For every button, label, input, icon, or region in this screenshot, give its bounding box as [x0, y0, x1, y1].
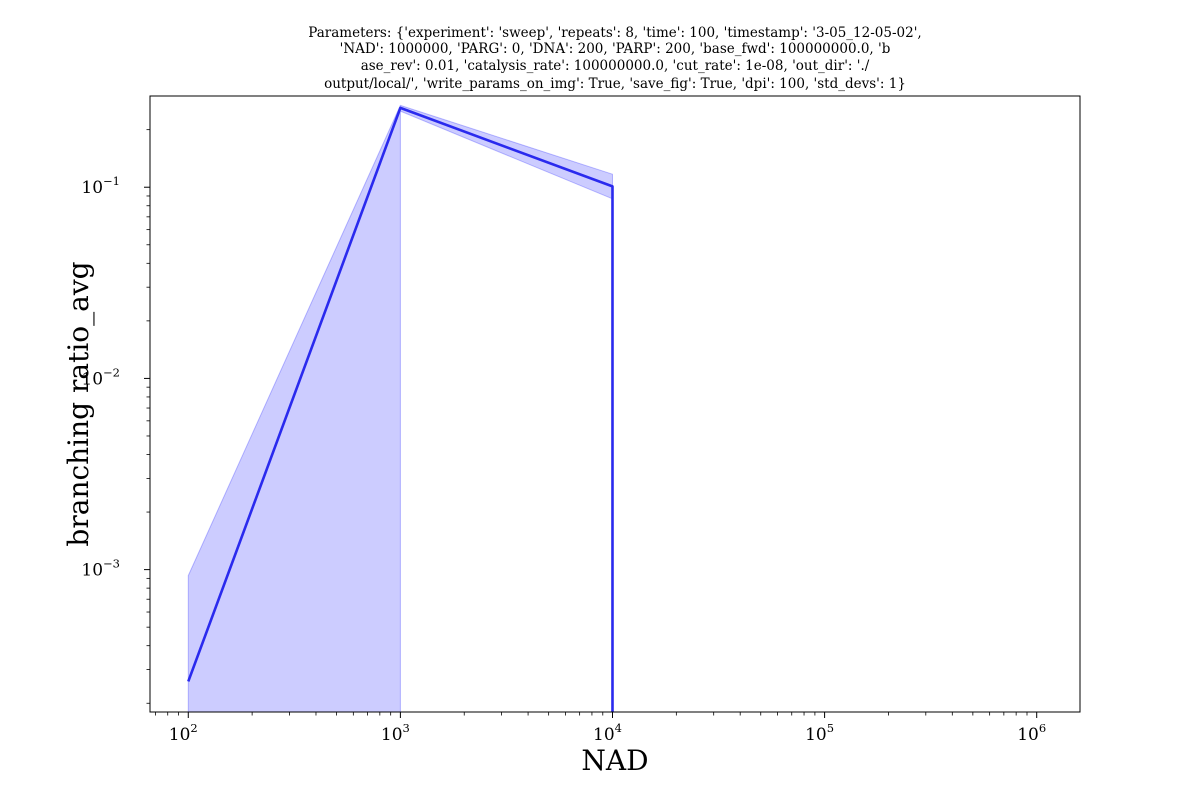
- x-tick-label: 102: [169, 721, 198, 745]
- y-axis-label: branching ratio_avg: [62, 261, 95, 546]
- x-tick-exponent: 3: [403, 721, 410, 735]
- title-line-1: Parameters: {'experiment': 'sweep', 'rep…: [308, 25, 921, 41]
- x-tick-exponent: 6: [1039, 721, 1046, 735]
- axes-frame: [149, 95, 1081, 713]
- title-line-2: 'NAD': 1000000, 'PARG': 0, 'DNA': 200, '…: [340, 41, 891, 57]
- series-line: [187, 106, 614, 712]
- title-line-4: output/local/', 'write_params_on_img': T…: [324, 76, 906, 92]
- x-tick-exponent: 2: [190, 721, 197, 735]
- chart-title: Parameters: {'experiment': 'sweep', 'rep…: [308, 25, 921, 92]
- title-line-3: ase_rev': 0.01, 'catalysis_rate': 100000…: [361, 58, 870, 74]
- y-tick-exponent: −3: [103, 557, 120, 571]
- x-tick-exponent: 4: [615, 721, 622, 735]
- y-tick-exponent: −1: [103, 174, 120, 188]
- x-tick-exponent: 5: [827, 721, 834, 735]
- y-tick-exponent: −2: [103, 365, 120, 379]
- x-axis-label: NAD: [581, 744, 648, 777]
